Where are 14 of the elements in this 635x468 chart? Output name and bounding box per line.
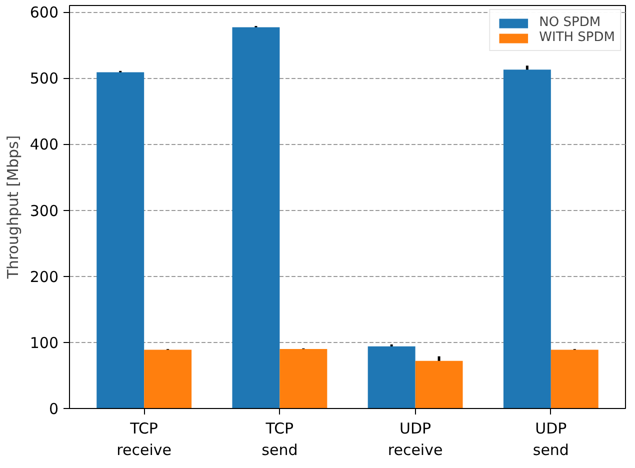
- x-tick-label: UDP send: [532, 420, 569, 460]
- legend-label: NO SPDM: [539, 15, 601, 30]
- y-tick-label: 300: [30, 202, 59, 220]
- y-tick-label: 600: [30, 4, 59, 22]
- x-tick-label: TCP send: [262, 420, 298, 460]
- legend-label: WITH SPDM: [539, 30, 615, 45]
- y-tick-label: 100: [30, 334, 59, 352]
- x-tick-label: UDP receive: [388, 420, 443, 460]
- y-tick-label: 200: [30, 268, 59, 286]
- y-axis-title: Throughput [Mbps]: [4, 135, 22, 280]
- x-tick-label: TCP receive: [116, 420, 172, 460]
- y-tick-label: 0: [48, 400, 59, 418]
- y-tick-label: 400: [30, 136, 59, 154]
- y-tick-label: 500: [30, 70, 59, 88]
